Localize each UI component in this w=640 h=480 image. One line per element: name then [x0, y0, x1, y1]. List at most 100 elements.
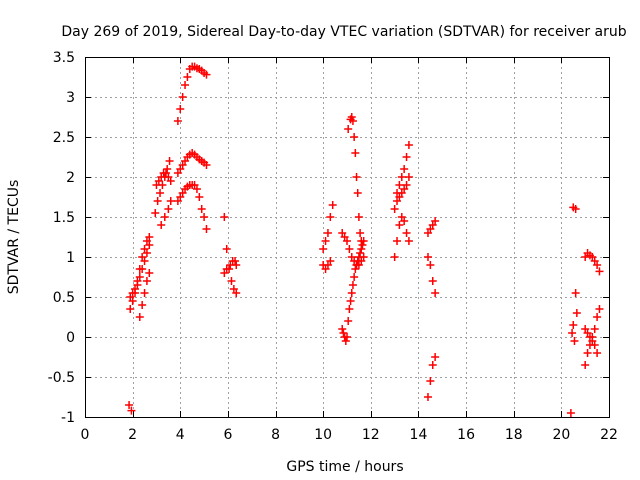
data-point: [145, 241, 154, 249]
grid-lines: [85, 57, 609, 417]
data-point: [135, 273, 144, 281]
x-tick-label: 20: [552, 427, 570, 443]
x-tick-label: 10: [314, 427, 332, 443]
data-point: [341, 337, 350, 345]
data-point: [157, 221, 166, 229]
data-point: [345, 305, 354, 313]
data-point: [200, 213, 209, 221]
data-point: [202, 161, 211, 169]
x-tick-label: 14: [410, 427, 428, 443]
data-point: [156, 189, 165, 197]
data-point: [192, 185, 201, 193]
data-point: [402, 229, 411, 237]
data-point: [142, 249, 151, 257]
data-point: [138, 265, 147, 273]
data-point: [571, 289, 580, 297]
x-tick-label: 2: [128, 427, 137, 443]
data-point: [160, 213, 169, 221]
data-point: [400, 165, 409, 173]
data-point: [133, 281, 142, 289]
data-point: [343, 333, 351, 341]
y-tick-label: -0.5: [48, 370, 75, 386]
data-point: [390, 253, 399, 261]
data-point: [222, 265, 231, 273]
x-tick-label: 0: [81, 427, 90, 443]
y-tick-label: 1.5: [53, 210, 75, 226]
data-point: [583, 349, 592, 357]
data-point: [390, 205, 399, 213]
data-point: [197, 205, 206, 213]
data-point: [127, 406, 136, 415]
data-point: [569, 321, 578, 329]
data-point: [350, 133, 359, 141]
data-point: [231, 257, 240, 265]
y-tick-label: 2.5: [53, 130, 75, 146]
data-point: [351, 149, 360, 157]
y-tick-label: 3: [66, 90, 75, 106]
data-point: [395, 221, 404, 229]
chart-title: Day 269 of 2019, Sidereal Day-to-day VTE…: [61, 24, 626, 40]
data-point: [404, 173, 413, 181]
data-point: [423, 393, 432, 401]
data-point: [165, 157, 174, 165]
data-point: [423, 253, 432, 261]
data-point: [426, 261, 435, 269]
data-point: [393, 237, 402, 245]
data-point: [125, 401, 134, 409]
data-point: [590, 325, 599, 333]
data-point: [140, 257, 149, 265]
data-point: [222, 245, 231, 253]
y-tick-label: 0.5: [53, 290, 75, 306]
data-point: [142, 277, 151, 285]
data-point: [402, 153, 411, 161]
data-point: [402, 181, 411, 189]
data-point: [353, 189, 362, 197]
data-point: [326, 213, 335, 221]
y-tick-label: -1: [61, 410, 75, 426]
data-point: [163, 165, 172, 173]
data-point: [227, 277, 236, 285]
data-point: [428, 277, 437, 285]
data-point: [232, 261, 241, 269]
x-tick-label: 4: [176, 427, 185, 443]
data-point: [166, 197, 175, 205]
data-point: [202, 225, 211, 233]
data-point: [345, 245, 354, 253]
data-point: [431, 353, 440, 361]
data-point: [348, 117, 357, 125]
y-axis-label: SDTVAR / TECUs: [6, 180, 22, 295]
data-point: [593, 261, 602, 269]
y-tick-label: 1: [66, 250, 75, 266]
data-point: [321, 237, 330, 245]
data-point: [232, 289, 241, 297]
data-point: [566, 409, 575, 417]
data-point: [138, 301, 147, 309]
data-point: [126, 305, 135, 313]
data-point: [220, 213, 229, 221]
data-point: [173, 117, 182, 125]
data-point: [326, 257, 335, 265]
data-point: [346, 297, 355, 305]
data-point: [176, 105, 185, 113]
plot-frame: [85, 57, 610, 418]
data-point: [151, 209, 160, 217]
data-point: [352, 173, 361, 181]
data-point: [358, 241, 367, 249]
data-point: [395, 181, 404, 189]
data-point: [178, 93, 187, 101]
data-point: [357, 237, 366, 245]
data-point: [570, 337, 579, 345]
data-point: [393, 189, 402, 197]
data-point: [568, 329, 577, 337]
data-point: [593, 313, 602, 321]
data-point: [356, 249, 365, 257]
data-point: [431, 289, 440, 297]
data-point: [145, 233, 154, 241]
y-tick-label: 3.5: [53, 50, 75, 66]
data-point: [183, 73, 192, 81]
data-point: [347, 289, 356, 297]
data-point: [581, 361, 590, 369]
data-point: [350, 273, 359, 281]
